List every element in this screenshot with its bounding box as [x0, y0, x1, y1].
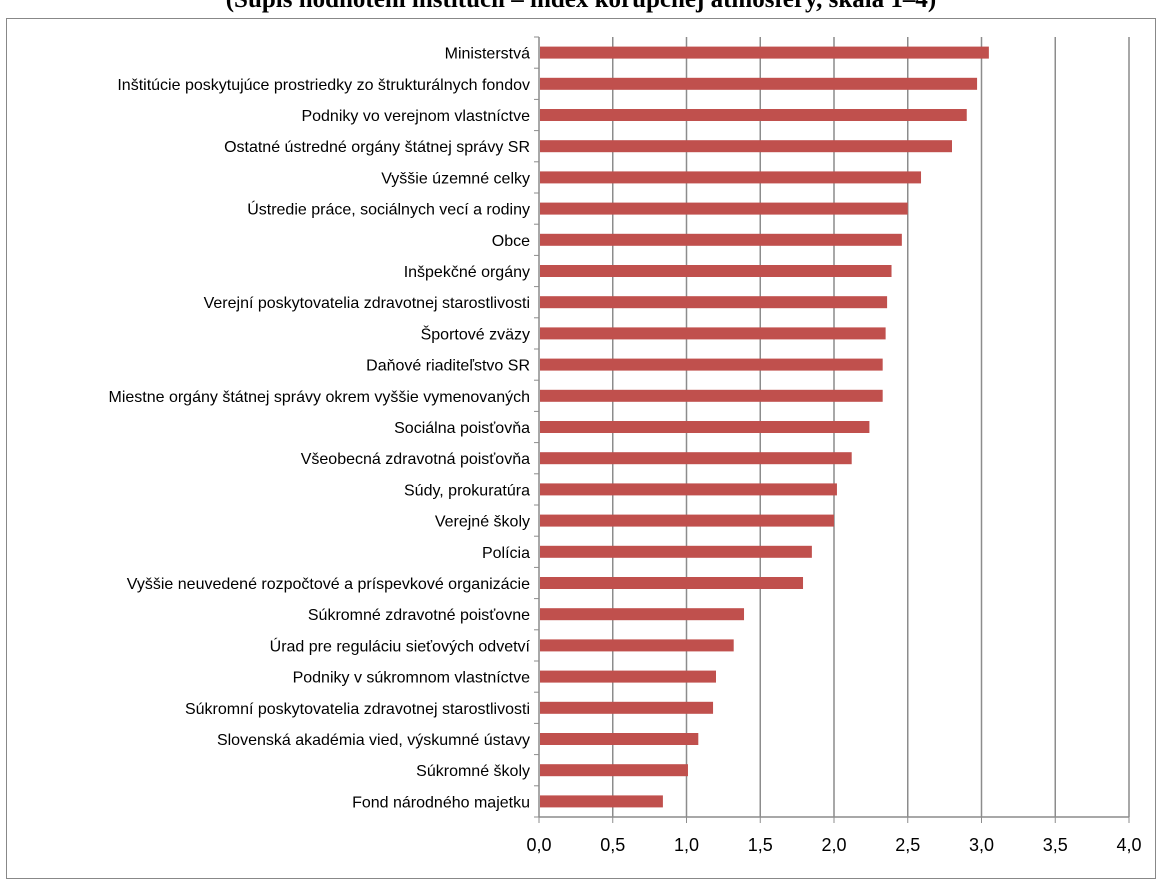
- bar: [540, 670, 716, 683]
- axes: [534, 36, 1130, 823]
- bar: [540, 701, 714, 714]
- bar: [540, 639, 734, 652]
- bar: [540, 452, 852, 465]
- bar: [540, 577, 804, 589]
- x-tick-label: 3,5: [1043, 835, 1068, 855]
- x-tick-label: 1,0: [674, 835, 699, 855]
- bar: [540, 202, 908, 215]
- x-tick-label: 2,5: [895, 835, 920, 855]
- bar: [540, 296, 888, 309]
- category-label: Vyššie neuvedené rozpočtové a príspevkov…: [127, 576, 530, 593]
- category-label: Súkromné školy: [416, 763, 530, 780]
- bar: [540, 171, 922, 184]
- bar: [540, 265, 892, 277]
- category-label: Súkromní poskytovatelia zdravotnej staro…: [185, 701, 530, 718]
- bar: [540, 608, 745, 621]
- category-label: Verejní poskytovatelia zdravotnej staros…: [204, 295, 530, 312]
- x-tick-label: 3,0: [969, 835, 994, 855]
- x-tick-label: 1,5: [748, 835, 773, 855]
- category-label: Obce: [492, 233, 530, 250]
- x-tick-labels: 0,0 0,5 1,0 1,5 2,0 2,5 3,0 3,5 4,0: [526, 835, 1141, 855]
- bars: [540, 46, 989, 808]
- bar: [540, 46, 989, 59]
- category-label: Úrad pre reguláciu sieťových odvetví: [270, 636, 531, 655]
- category-label: Podniky v súkromnom vlastníctve: [293, 670, 531, 687]
- page-title: (Súpis hodnotení inštitúcií – index koru…: [0, 0, 1162, 14]
- category-labels: Ministerstvá Inštitúcie poskytujúce prost…: [108, 46, 530, 812]
- bar: [540, 795, 663, 808]
- category-label: Slovenská akadémia vied, výskumné ústavy: [217, 732, 530, 749]
- x-tick-label: 0,0: [526, 835, 551, 855]
- bar: [540, 77, 978, 90]
- bar: [540, 545, 812, 558]
- bar: [540, 514, 834, 527]
- category-label: Ministerstvá: [445, 46, 530, 63]
- bar: [540, 389, 883, 402]
- category-label: Športové zväzy: [421, 324, 530, 343]
- category-label: Všeobecná zdravotná poisťovňa: [301, 451, 530, 468]
- category-label: Fond národného majetku: [352, 794, 530, 811]
- category-label: Miestne orgány štátnej správy okrem vyšš…: [108, 389, 530, 406]
- category-label: Ústredie práce, sociálnych vecí a rodiny: [247, 200, 530, 219]
- title-strip: (Súpis hodnotení inštitúcií – index koru…: [0, 0, 1162, 14]
- bar: [540, 483, 837, 496]
- category-label: Daňové riaditeľstvo SR: [366, 358, 530, 375]
- bar: [540, 233, 902, 246]
- x-tick-label: 4,0: [1116, 835, 1141, 855]
- bar: [540, 109, 967, 121]
- category-label: Polícia: [482, 545, 530, 562]
- category-label: Vyššie územné celky: [381, 170, 530, 187]
- bar: [540, 140, 952, 153]
- bar: [540, 764, 688, 777]
- category-label: Inšpekčné orgány: [404, 264, 530, 281]
- category-label: Podniky vo verejnom vlastníctve: [301, 108, 530, 125]
- category-label: Ostatné ústredné orgány štátnej správy S…: [224, 139, 530, 156]
- bar: [540, 327, 886, 340]
- bar: [540, 421, 870, 433]
- category-label: Súdy, prokuratúra: [404, 482, 530, 499]
- bar: [540, 358, 883, 371]
- category-label: Verejné školy: [435, 514, 530, 531]
- x-tick-label: 0,5: [600, 835, 625, 855]
- category-label: Súkromné zdravotné poisťovne: [308, 607, 530, 624]
- category-label: Sociálna poisťovňa: [394, 420, 530, 437]
- category-label: Inštitúcie poskytujúce prostriedky zo št…: [117, 77, 530, 94]
- x-tick-label: 2,0: [821, 835, 846, 855]
- bar: [540, 733, 699, 745]
